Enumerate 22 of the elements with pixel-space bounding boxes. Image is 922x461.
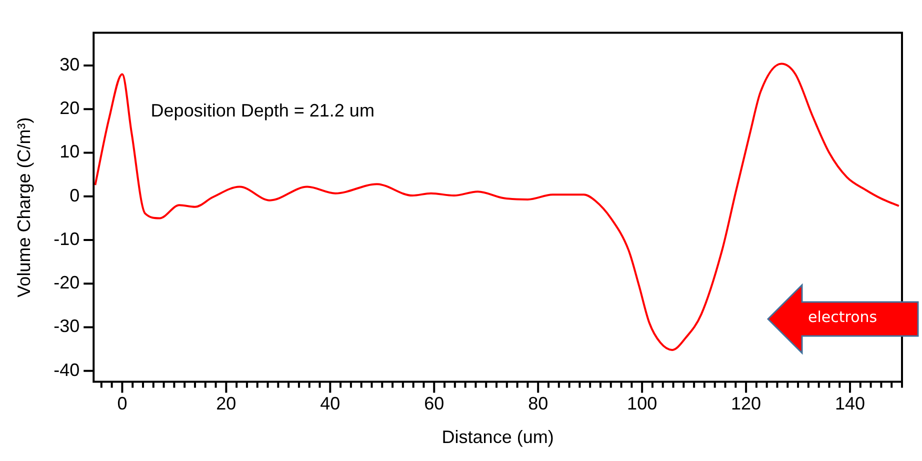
y-tick-label: -30: [54, 316, 80, 336]
x-tick-label: 0: [117, 394, 128, 414]
x-tick-label: 40: [320, 394, 340, 414]
y-tick-label: 20: [60, 98, 80, 118]
y-tick-label: -20: [54, 272, 80, 293]
x-tick-label: 100: [627, 394, 658, 414]
y-tick-label: -10: [54, 228, 80, 249]
y-tick-label: -40: [54, 360, 80, 380]
x-axis-title: Distance (um): [442, 427, 554, 448]
arrow-icon: electrons: [766, 283, 920, 355]
x-tick-label: 80: [528, 394, 548, 414]
y-tick-label: 0: [70, 185, 80, 206]
y-tick-label: 10: [60, 142, 80, 162]
y-axis-title: Volume Charge (C/m³): [14, 117, 34, 298]
y-tick-label: 30: [60, 54, 80, 74]
x-tick-label: 120: [731, 394, 762, 414]
line-series: [94, 62, 900, 351]
annotation: Deposition Depth = 21.2 um: [150, 100, 374, 120]
x-tick-label: 20: [216, 394, 236, 414]
x-tick-label: 60: [424, 394, 444, 414]
x-tick-label: 140: [834, 394, 866, 414]
annotation: electrons: [808, 308, 878, 326]
